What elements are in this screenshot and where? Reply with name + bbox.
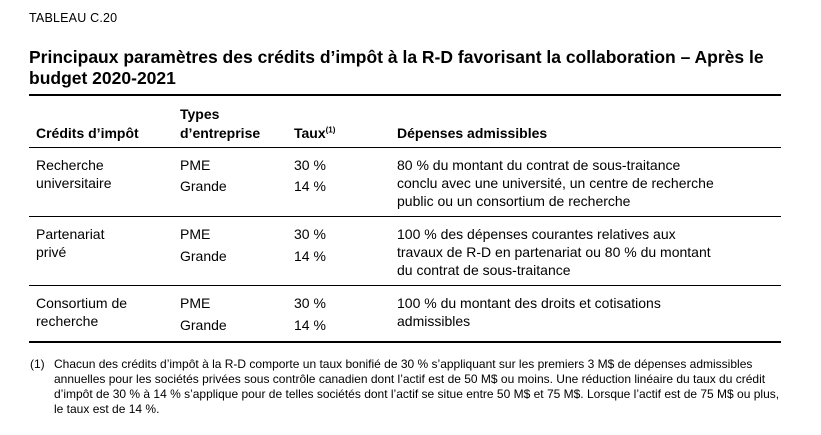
row1-dep-line3: public ou un consortium de recherche (397, 193, 631, 209)
table-label: TABLEAU C.20 (29, 11, 118, 25)
row2-dep-line1: 100 % des dépenses courantes relatives a… (397, 226, 676, 242)
row2-taux-pme: 30 % (294, 226, 326, 242)
row2-taux-grande: 14 % (294, 248, 326, 264)
header-taux: Taux(1) (294, 125, 335, 142)
row3-type-pme: PME (180, 295, 211, 311)
row2-dep-line2: travaux de R-D en partenariat ou 80 % du… (397, 244, 711, 260)
row1-dep-line1: 80 % du montant du contrat de sous-trait… (397, 157, 681, 173)
row2-dep-line3: du contrat de sous-traitance (397, 262, 571, 278)
row1-credit-line2: universitaire (36, 175, 112, 191)
row2-type-grande: Grande (180, 248, 227, 264)
row3-taux-grande: 14 % (294, 317, 326, 333)
title-rule (29, 94, 781, 96)
header-taux-label: Taux (294, 125, 326, 141)
table-title: Principaux paramètres des crédits d’impô… (29, 47, 764, 88)
table-bottom-rule (29, 341, 781, 343)
header-depenses: Dépenses admissibles (397, 125, 548, 141)
header-rule (29, 147, 781, 148)
header-taux-footnote-ref: (1) (325, 125, 336, 135)
row2-type-pme: PME (180, 226, 211, 242)
row1-taux-pme: 30 % (294, 157, 326, 173)
row2-credit-line2: privé (36, 244, 67, 260)
row1-dep-line2: conclu avec une université, un centre de… (397, 175, 714, 191)
footnote-text: Chacun des crédits d’impôt à la R-D comp… (54, 357, 780, 416)
row3-taux-pme: 30 % (294, 295, 326, 311)
row1-taux-grande: 14 % (294, 178, 326, 194)
header-types-line1: Types (180, 106, 220, 122)
row2-credit-line1: Partenariat (36, 226, 105, 242)
row1-type-pme: PME (180, 157, 211, 173)
row1-type-grande: Grande (180, 178, 227, 194)
header-types-line2: d’entreprise (180, 125, 261, 141)
row1-rule (29, 216, 781, 217)
row3-type-grande: Grande (180, 317, 227, 333)
row3-dep-line2: admissibles (397, 313, 471, 329)
row2-rule (29, 285, 781, 286)
row3-dep-line1: 100 % du montant des droits et cotisatio… (397, 295, 661, 311)
header-credits: Crédits d’impôt (36, 125, 139, 141)
row1-credit-line1: Recherche (36, 157, 104, 173)
row3-credit-line2: recherche (36, 313, 99, 329)
row3-credit-line1: Consortium de (36, 295, 128, 311)
footnote-number: (1) (30, 357, 45, 371)
